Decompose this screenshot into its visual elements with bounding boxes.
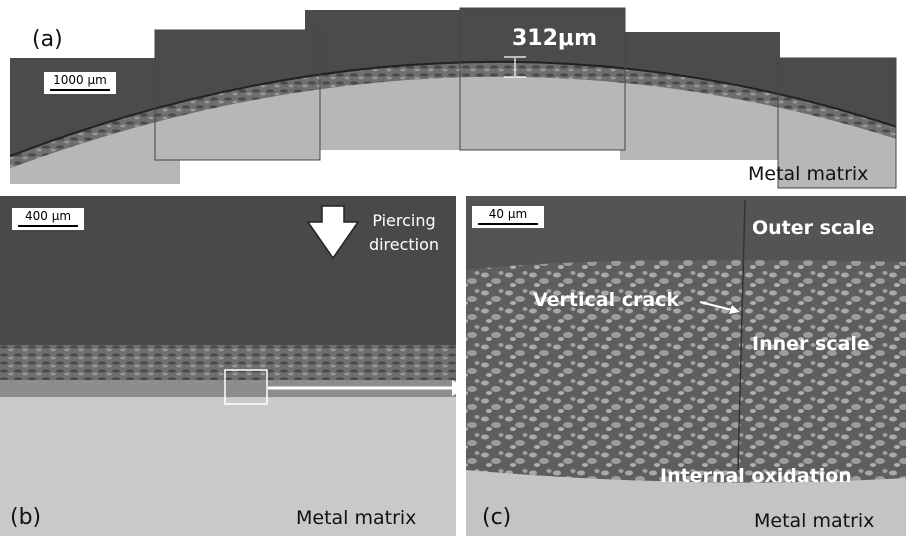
- direction-label: Piercing: [372, 211, 435, 230]
- internal-oxidation-label: Internal oxidation: [660, 465, 852, 487]
- region-label: Metal matrix: [296, 507, 416, 529]
- crack-label: Vertical crack: [533, 289, 679, 311]
- scale-label: 40 μm: [489, 207, 527, 221]
- panel-a-image: [0, 0, 906, 190]
- thickness-label: 312μm: [512, 26, 597, 51]
- region-label: Metal matrix: [748, 163, 868, 185]
- direction-label: direction: [369, 235, 439, 254]
- figure: (a) 312μm 1000 μm Metal matrix 400 μm Pi…: [0, 0, 906, 536]
- panel-label: (a): [32, 27, 63, 52]
- inner-scale-label: Inner scale: [752, 333, 870, 355]
- panel-label: (b): [10, 505, 41, 530]
- outer-scale-label: Outer scale: [752, 217, 874, 239]
- region-label: Metal matrix: [754, 510, 874, 532]
- panel-label: (c): [482, 505, 511, 530]
- scale-label: 1000 μm: [53, 73, 107, 87]
- scale-label: 400 μm: [25, 209, 71, 223]
